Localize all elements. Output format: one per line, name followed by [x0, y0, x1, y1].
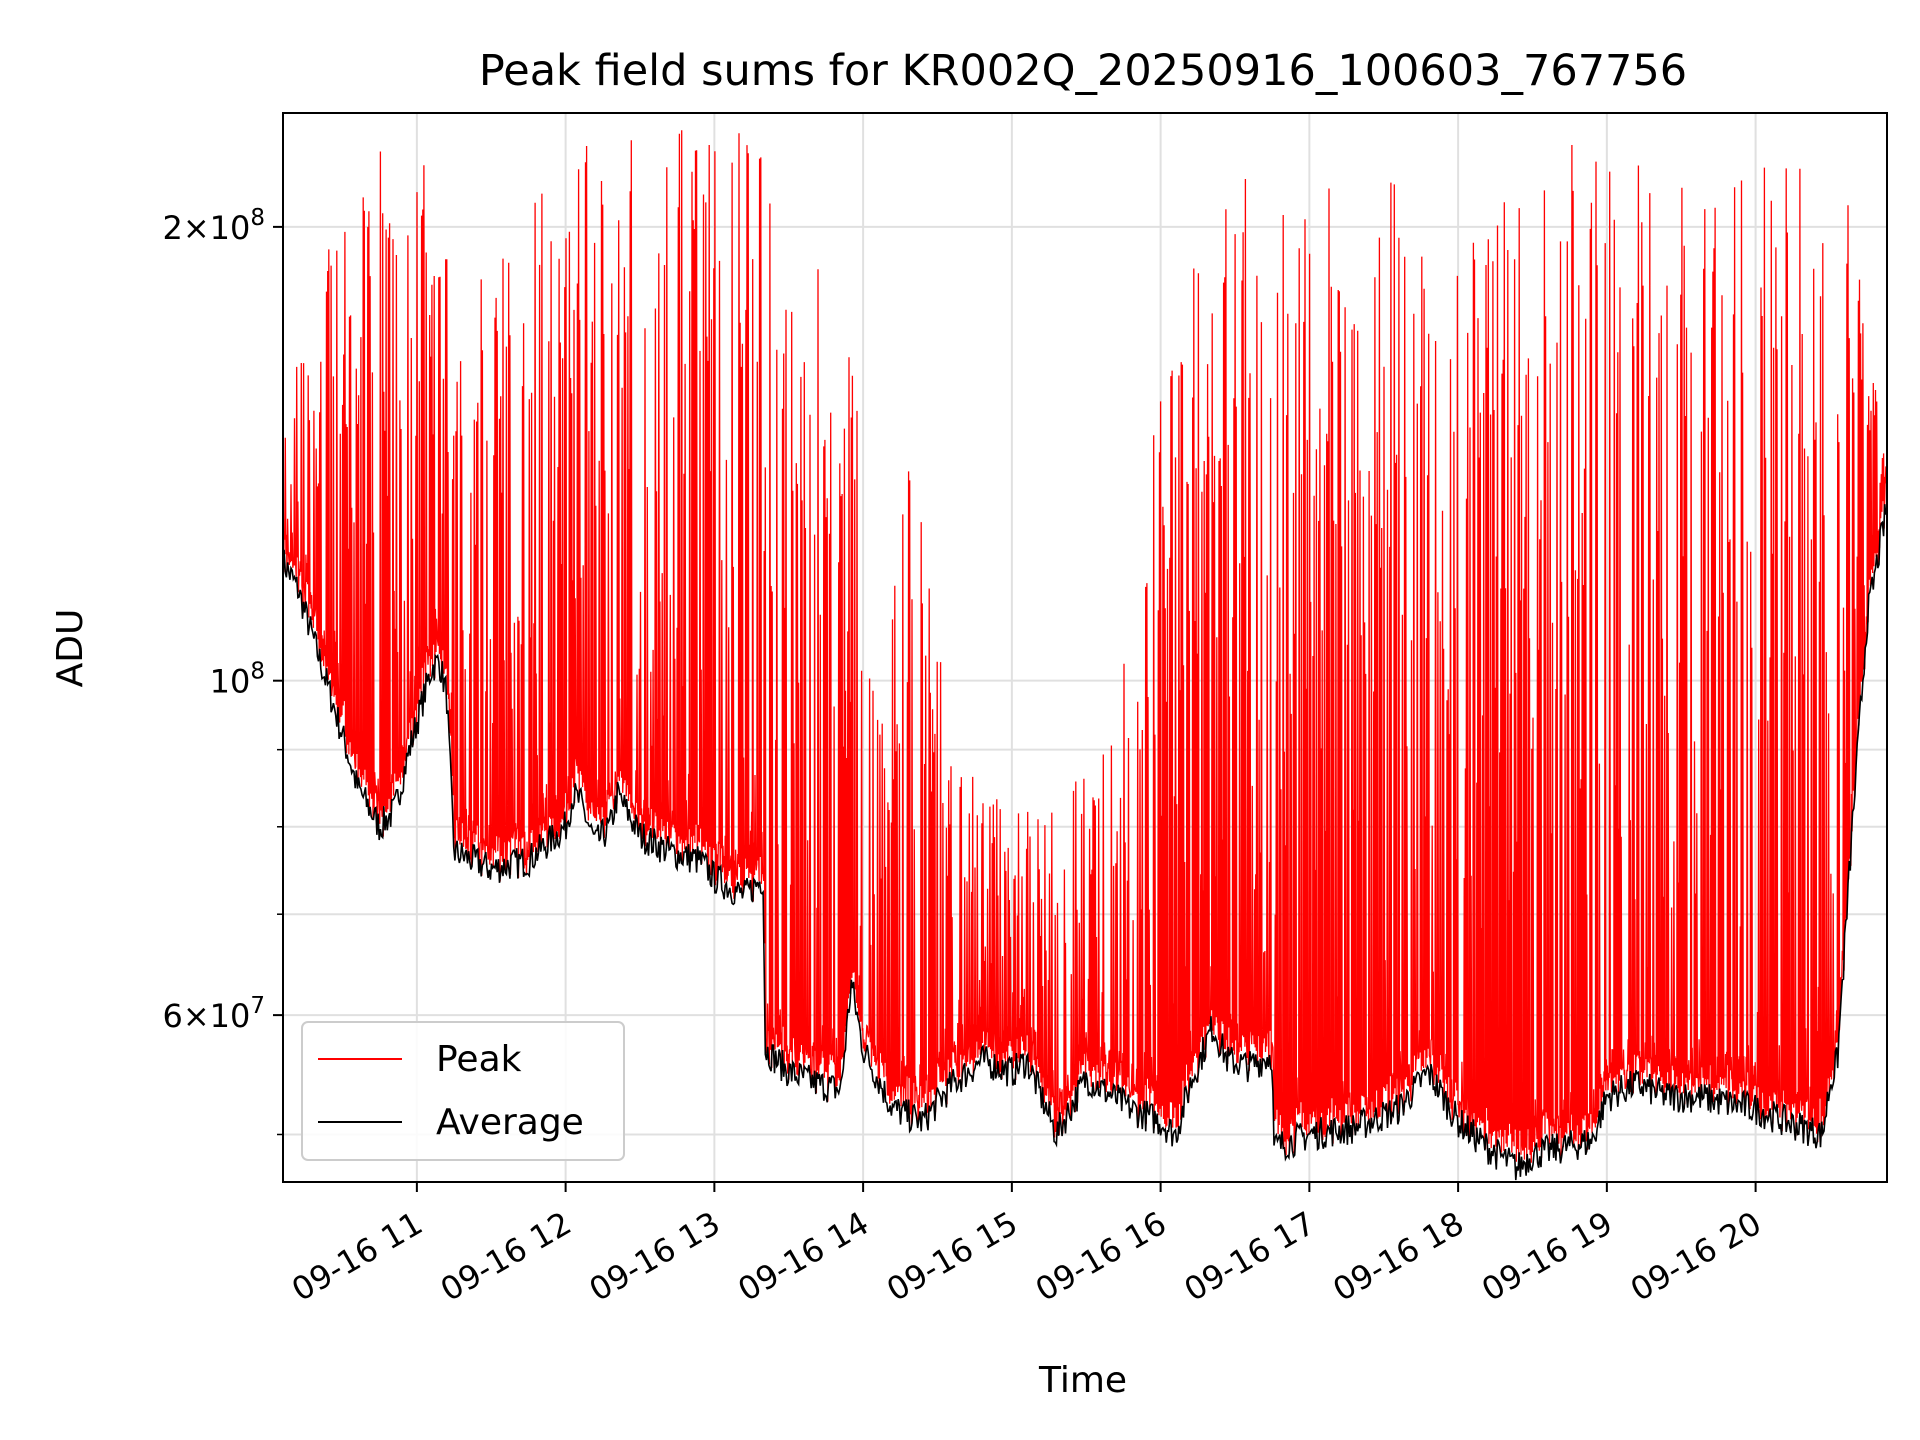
y-tick-label: 2×108 — [162, 205, 265, 247]
y-axis-title: ADU — [50, 609, 91, 688]
average-series — [283, 504, 1887, 1181]
y-tick-label: 108 — [210, 659, 265, 701]
peak-series — [283, 130, 1887, 1170]
plot-frame — [282, 112, 1888, 1183]
y-axis-ticks: 2×108 108 6×107 — [162, 205, 283, 1136]
legend-average-label: Average — [436, 1102, 584, 1143]
y-tick-label: 6×107 — [162, 993, 265, 1035]
legend-peak-label: Peak — [436, 1039, 522, 1080]
average-line — [283, 504, 1887, 1181]
chart-title: Peak field sums for KR002Q_20250916_1006… — [479, 46, 1687, 96]
peak-line — [283, 130, 1887, 1170]
legend: Peak Average — [301, 1021, 625, 1161]
legend-box — [301, 1021, 625, 1161]
x-axis-title: Time — [1038, 1360, 1127, 1401]
